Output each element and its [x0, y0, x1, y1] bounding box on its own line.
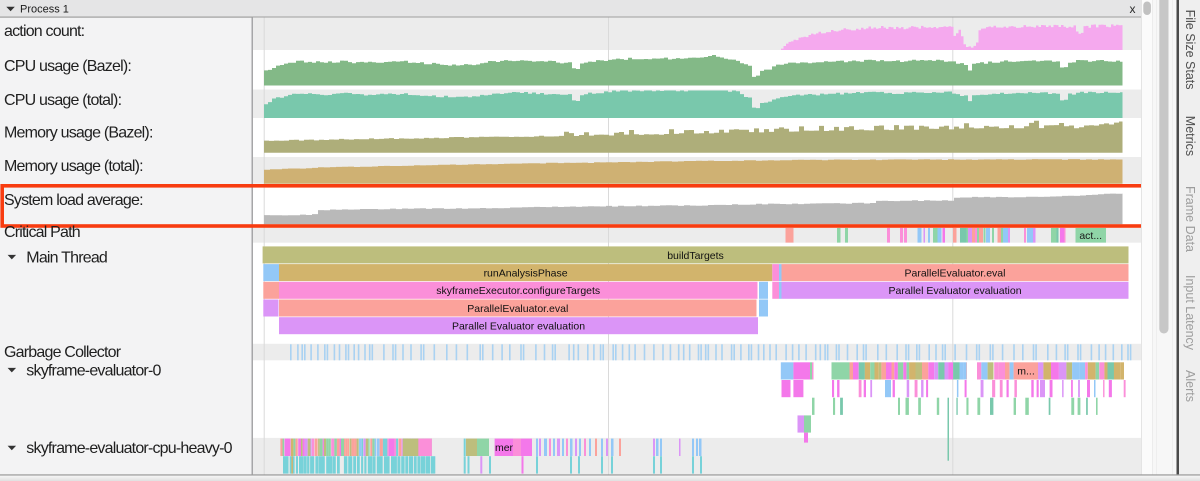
svg-text:Process 1: Process 1 [20, 3, 69, 15]
svg-text:runAnalysisPhase: runAnalysisPhase [484, 268, 568, 280]
svg-text:ParallelEvaluator.eval: ParallelEvaluator.eval [905, 268, 1006, 280]
svg-text:Memory usage (total):: Memory usage (total): [4, 158, 143, 175]
svg-text:act...: act... [1079, 230, 1102, 242]
svg-text:Garbage Collector: Garbage Collector [4, 344, 122, 361]
svg-text:Main Thread: Main Thread [26, 250, 107, 267]
svg-text:Metrics: Metrics [1183, 116, 1197, 156]
svg-text:ParallelEvaluator.eval: ParallelEvaluator.eval [467, 303, 568, 315]
svg-text:CPU usage (total):: CPU usage (total): [4, 92, 121, 109]
svg-text:Parallel Evaluator evaluation: Parallel Evaluator evaluation [888, 285, 1021, 297]
svg-text:Critical Path: Critical Path [4, 224, 80, 241]
svg-text:System load average:: System load average: [4, 192, 143, 209]
svg-text:skyframe-evaluator-0: skyframe-evaluator-0 [26, 363, 161, 380]
svg-text:x: x [1130, 2, 1136, 16]
svg-text:CPU usage (Bazel):: CPU usage (Bazel): [4, 58, 131, 75]
svg-text:skyframeExecutor.configureTarg: skyframeExecutor.configureTargets [436, 285, 600, 297]
svg-text:Frame Data: Frame Data [1183, 186, 1197, 252]
svg-text:skyframe-evaluator-cpu-heavy-0: skyframe-evaluator-cpu-heavy-0 [26, 440, 232, 457]
svg-text:m...: m... [1017, 366, 1035, 378]
svg-text:Memory usage (Bazel):: Memory usage (Bazel): [4, 125, 153, 142]
svg-text:action count:: action count: [4, 23, 84, 40]
svg-text:mer: mer [495, 442, 514, 454]
svg-text:Input Latency: Input Latency [1183, 275, 1197, 351]
svg-text:Parallel Evaluator evaluation: Parallel Evaluator evaluation [452, 321, 585, 333]
svg-text:buildTargets: buildTargets [667, 250, 724, 262]
svg-text:File Size Stats: File Size Stats [1183, 10, 1197, 90]
svg-text:Alerts: Alerts [1183, 370, 1197, 402]
